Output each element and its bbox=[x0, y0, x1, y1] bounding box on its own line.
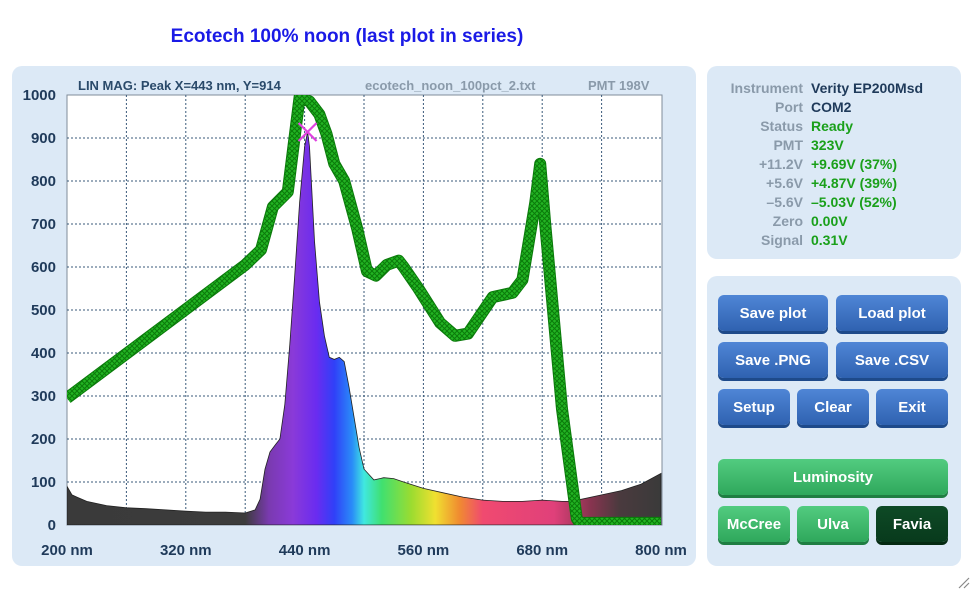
y-tick-label: 0 bbox=[48, 517, 56, 534]
y-tick-label: 400 bbox=[31, 345, 56, 362]
resize-grip-icon[interactable] bbox=[956, 575, 970, 589]
y-tick-label: 600 bbox=[31, 259, 56, 276]
info-value: 0.00V bbox=[811, 213, 848, 229]
ulva-button[interactable]: Ulva bbox=[797, 506, 869, 542]
info-row-plus-5v: +5.6V +4.87V (39%) bbox=[707, 175, 961, 194]
overlay-curve bbox=[67, 95, 661, 525]
y-tick-label: 500 bbox=[31, 302, 56, 319]
save-plot-button[interactable]: Save plot bbox=[718, 295, 828, 331]
spectrum-area bbox=[67, 131, 662, 525]
info-value: 0.31V bbox=[811, 232, 848, 248]
save-png-button[interactable]: Save .PNG bbox=[718, 342, 828, 378]
load-plot-button[interactable]: Load plot bbox=[836, 295, 948, 331]
peak-marker-icon bbox=[297, 122, 318, 142]
mccree-button[interactable]: McCree bbox=[718, 506, 790, 542]
y-tick-label: 100 bbox=[31, 474, 56, 491]
exit-button[interactable]: Exit bbox=[876, 389, 948, 425]
info-value: +9.69V (37%) bbox=[811, 156, 897, 172]
info-label: Signal bbox=[760, 232, 803, 248]
info-label: PMT bbox=[773, 137, 803, 153]
info-label: Zero bbox=[772, 213, 803, 229]
x-tick-label: 560 nm bbox=[398, 542, 450, 559]
clear-button[interactable]: Clear bbox=[797, 389, 869, 425]
y-tick-label: 900 bbox=[31, 130, 56, 147]
info-label: Port bbox=[775, 99, 803, 115]
controls-panel: Save plot Load plot Save .PNG Save .CSV … bbox=[707, 276, 961, 566]
info-label: +11.2V bbox=[759, 156, 803, 172]
info-row-zero: Zero 0.00V bbox=[707, 213, 961, 232]
info-value: 323V bbox=[811, 137, 844, 153]
info-row-minus-5v: –5.6V –5.03V (52%) bbox=[707, 194, 961, 213]
info-row-port: Port COM2 bbox=[707, 99, 961, 118]
info-label: Status bbox=[760, 118, 803, 134]
info-label: +5.6V bbox=[766, 175, 803, 191]
instrument-info-panel: Instrument Verity EP200Msd Port COM2 Sta… bbox=[707, 66, 961, 259]
info-row-plus-11v: +11.2V +9.69V (37%) bbox=[707, 156, 961, 175]
plot-panel: 1000 900 800 700 600 500 400 300 200 100 0 200 nm 32… bbox=[12, 66, 696, 566]
luminosity-button[interactable]: Luminosity bbox=[718, 459, 948, 495]
info-row-signal: Signal 0.31V bbox=[707, 232, 961, 251]
info-label: –5.6V bbox=[766, 194, 803, 210]
y-tick-label: 800 bbox=[31, 173, 56, 190]
x-tick-label: 320 nm bbox=[160, 542, 212, 559]
info-value: +4.87V (39%) bbox=[811, 175, 897, 191]
status-value: Ready bbox=[811, 118, 854, 134]
info-row-status: Status Ready bbox=[707, 118, 961, 137]
info-value: Verity EP200Msd bbox=[811, 80, 924, 96]
info-row-pmt: PMT 323V bbox=[707, 137, 961, 156]
y-tick-label: 1000 bbox=[23, 87, 56, 104]
x-tick-label: 800 nm bbox=[635, 542, 687, 559]
pmt-header-label: PMT 198V bbox=[588, 78, 650, 93]
info-value: –5.03V (52%) bbox=[811, 194, 897, 210]
file-name-label: ecotech_noon_100pct_2.txt bbox=[365, 78, 536, 93]
x-tick-label: 680 nm bbox=[516, 542, 568, 559]
setup-button[interactable]: Setup bbox=[718, 389, 790, 425]
info-label: Instrument bbox=[730, 80, 803, 96]
save-csv-button[interactable]: Save .CSV bbox=[836, 342, 948, 378]
x-tick-label: 440 nm bbox=[279, 542, 331, 559]
favia-button[interactable]: Favia bbox=[876, 506, 948, 542]
y-tick-label: 300 bbox=[31, 388, 56, 405]
y-tick-label: 200 bbox=[31, 431, 56, 448]
info-value: COM2 bbox=[811, 99, 852, 115]
y-tick-label: 700 bbox=[31, 216, 56, 233]
window-title: Ecotech 100% noon (last plot in series) bbox=[170, 26, 524, 47]
x-tick-label: 200 nm bbox=[41, 542, 93, 559]
info-row-instrument: Instrument Verity EP200Msd bbox=[707, 80, 961, 99]
peak-readout: LIN MAG: Peak X=443 nm, Y=914 bbox=[78, 78, 282, 93]
